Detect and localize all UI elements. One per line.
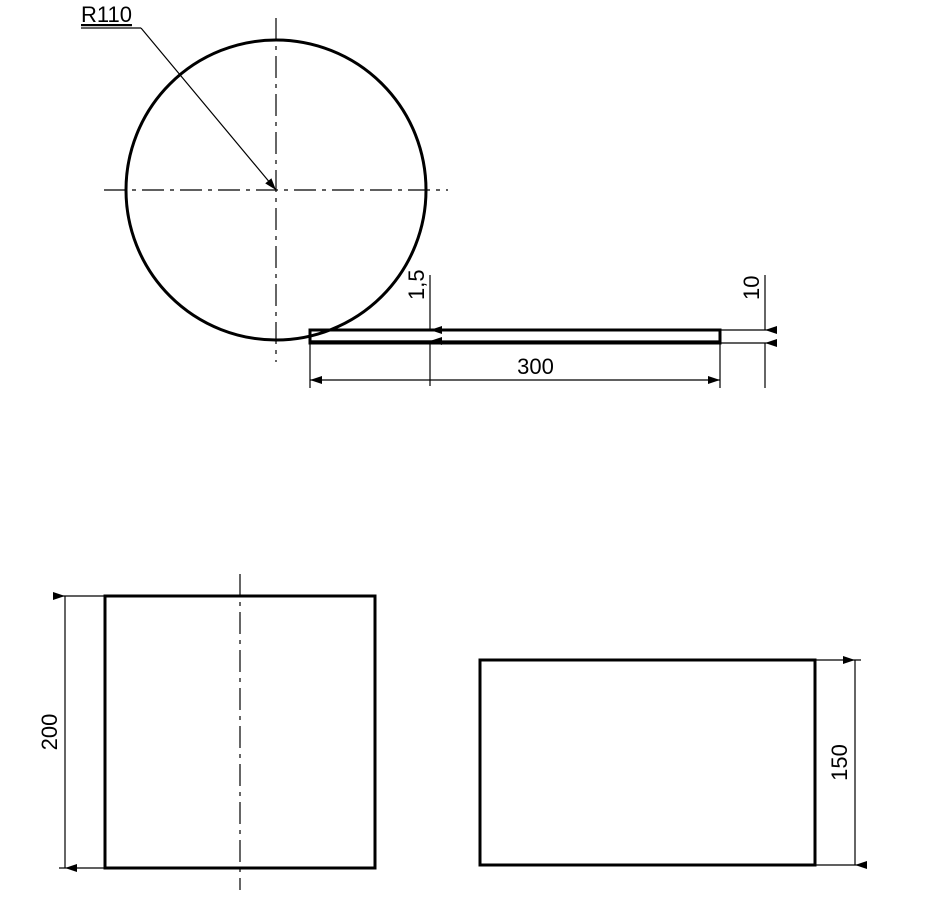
dim-150: 150 <box>827 744 852 781</box>
dim-300: 300 <box>517 354 554 379</box>
drawing-canvas: R110 300 1,5 10 200 150 <box>0 0 941 903</box>
dim-200: 200 <box>37 714 62 751</box>
dim-10: 10 <box>739 276 764 300</box>
radius-label: R110 <box>81 2 132 27</box>
dim-1-5: 1,5 <box>404 269 429 300</box>
